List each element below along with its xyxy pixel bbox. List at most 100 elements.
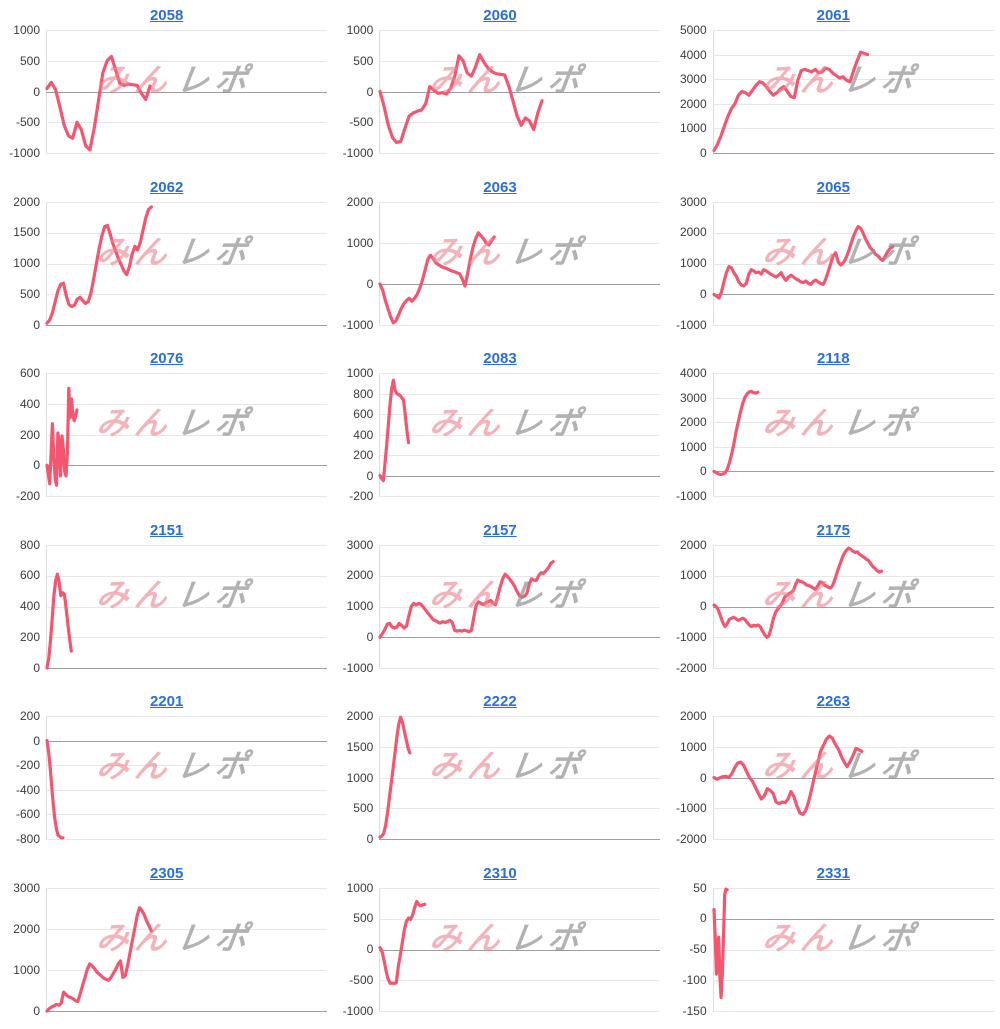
y-tick-label: 200 <box>19 709 40 723</box>
y-tick-label: 0 <box>366 832 374 846</box>
y-tick-label: 0 <box>366 84 374 99</box>
plot-region: 0 500 1000 1500 2000 みんレポ <box>347 710 661 845</box>
y-tick-label: 1000 <box>346 770 374 785</box>
chart-title-link[interactable]: 2310 <box>483 864 517 882</box>
y-tick-label: -500 <box>349 972 374 987</box>
y-tick-label: 0 <box>33 660 40 675</box>
line-chart <box>712 887 994 1012</box>
chart-cell: 2305 0 1000 2000 3000 みんレポ <box>0 858 333 1029</box>
chart-cell: 2065 -1000 0 1000 2000 3000 みんレポ <box>667 172 1000 344</box>
chart-title-link[interactable]: 2062 <box>149 178 184 196</box>
y-tick-label: 1000 <box>679 739 707 754</box>
data-series <box>712 50 869 153</box>
y-tick-label: -400 <box>15 782 40 797</box>
line-chart <box>712 30 994 154</box>
y-tick-label: 4000 <box>679 366 707 380</box>
y-tick-label: 3000 <box>13 880 40 895</box>
y-tick-label: 600 <box>19 568 40 583</box>
y-tick-label: 500 <box>19 53 40 68</box>
y-tick-label: 0 <box>699 770 707 785</box>
data-series <box>378 230 497 325</box>
chart-title-row: 2061 <box>667 0 1000 30</box>
y-tick-label: 1500 <box>346 739 374 754</box>
chart-title-link[interactable]: 2063 <box>483 178 517 196</box>
y-tick-label: -1000 <box>342 146 374 160</box>
y-tick-label: 500 <box>353 911 374 926</box>
y-tick-label: 0 <box>366 468 374 483</box>
y-tick-label: -2000 <box>675 832 707 846</box>
y-tick-label: 2000 <box>346 568 374 583</box>
plot-region: 0 500 1000 1500 2000 みんレポ <box>13 196 327 331</box>
chart-title-link[interactable]: 2065 <box>816 178 850 196</box>
y-tick-label: 500 <box>353 801 374 816</box>
chart-title-link[interactable]: 2331 <box>816 864 850 882</box>
chart-cell: 2151 0 200 400 600 800 みんレポ <box>0 515 333 687</box>
chart-title-link[interactable]: 2222 <box>483 693 517 710</box>
chart-title-row: 2058 <box>0 0 333 30</box>
y-tick-label: 2000 <box>346 194 374 209</box>
line-chart <box>712 716 994 840</box>
y-tick-label: 800 <box>353 386 374 401</box>
line-chart <box>378 544 661 669</box>
chart-title-link[interactable]: 2201 <box>149 693 184 710</box>
chart-title-link[interactable]: 2083 <box>483 350 517 367</box>
y-tick-label: -600 <box>15 807 40 822</box>
data-series <box>45 905 154 1013</box>
plot-region: -200 0 200 400 600 みんレポ <box>16 367 327 502</box>
chart-title-link[interactable]: 2076 <box>149 350 184 367</box>
y-tick-label: -1000 <box>342 660 374 675</box>
y-tick-label: 1000 <box>346 366 374 380</box>
plot-region: -1000 0 1000 2000 3000 みんレポ <box>343 539 661 674</box>
line-chart <box>712 544 994 669</box>
plot-region: -200 0 200 400 600 800 1000 みんレポ <box>347 367 661 502</box>
chart-cell: 2263 -2000 -1000 0 1000 2000 みんレポ <box>667 686 1000 858</box>
chart-title-row: 2065 <box>667 172 1000 202</box>
data-series <box>712 734 864 817</box>
y-tick-label: -200 <box>15 489 40 503</box>
y-tick-label: 600 <box>19 366 40 380</box>
chart-cell: 2062 0 500 1000 1500 2000 みんレポ <box>0 172 333 344</box>
plot-region: 0 1000 2000 3000 4000 5000 みんレポ <box>680 24 994 159</box>
chart-title-row: 2060 <box>333 0 666 30</box>
chart-title-link[interactable]: 2060 <box>483 7 517 24</box>
line-chart <box>712 373 994 497</box>
data-series <box>378 899 427 985</box>
y-tick-label: 2000 <box>346 709 374 723</box>
line-chart <box>378 715 661 840</box>
y-tick-label: -100 <box>682 972 707 987</box>
chart-title-link[interactable]: 2061 <box>816 7 850 24</box>
y-tick-label: 500 <box>19 286 40 301</box>
chart-title-row: 2201 <box>0 686 333 716</box>
data-series <box>712 545 883 639</box>
chart-cell: 2222 0 500 1000 1500 2000 みんレポ <box>333 686 666 858</box>
y-tick-label: 5000 <box>679 23 707 37</box>
y-tick-label: 2000 <box>13 921 40 936</box>
line-chart <box>45 373 327 497</box>
line-chart <box>712 201 994 326</box>
y-tick-label: -1000 <box>675 801 707 816</box>
chart-title-link[interactable]: 2151 <box>149 521 184 539</box>
chart-title-link[interactable]: 2305 <box>149 864 184 882</box>
y-tick-label: 0 <box>33 84 40 99</box>
data-series <box>45 572 73 670</box>
y-tick-label: 800 <box>19 537 40 552</box>
chart-title-link[interactable]: 2263 <box>816 693 850 710</box>
y-tick-label: 0 <box>699 911 707 926</box>
y-tick-label: 2000 <box>679 225 707 240</box>
chart-title-row: 2263 <box>667 686 1000 716</box>
chart-title-link[interactable]: 2118 <box>817 350 850 367</box>
y-tick-label: -1000 <box>9 146 40 160</box>
y-tick-label: 2000 <box>679 537 707 552</box>
chart-title-row: 2222 <box>333 686 666 716</box>
y-tick-label: 2000 <box>679 96 707 111</box>
chart-title-link[interactable]: 2175 <box>816 521 850 539</box>
y-tick-label: 3000 <box>679 72 707 87</box>
data-series <box>378 715 412 839</box>
y-tick-label: 0 <box>33 317 40 332</box>
y-tick-label: 500 <box>353 53 374 68</box>
data-series <box>712 887 729 999</box>
chart-title-link[interactable]: 2157 <box>483 521 517 539</box>
chart-cell: 2083 -200 0 200 400 600 800 1000 みんレポ <box>333 343 666 515</box>
chart-title-link[interactable]: 2058 <box>149 7 184 24</box>
